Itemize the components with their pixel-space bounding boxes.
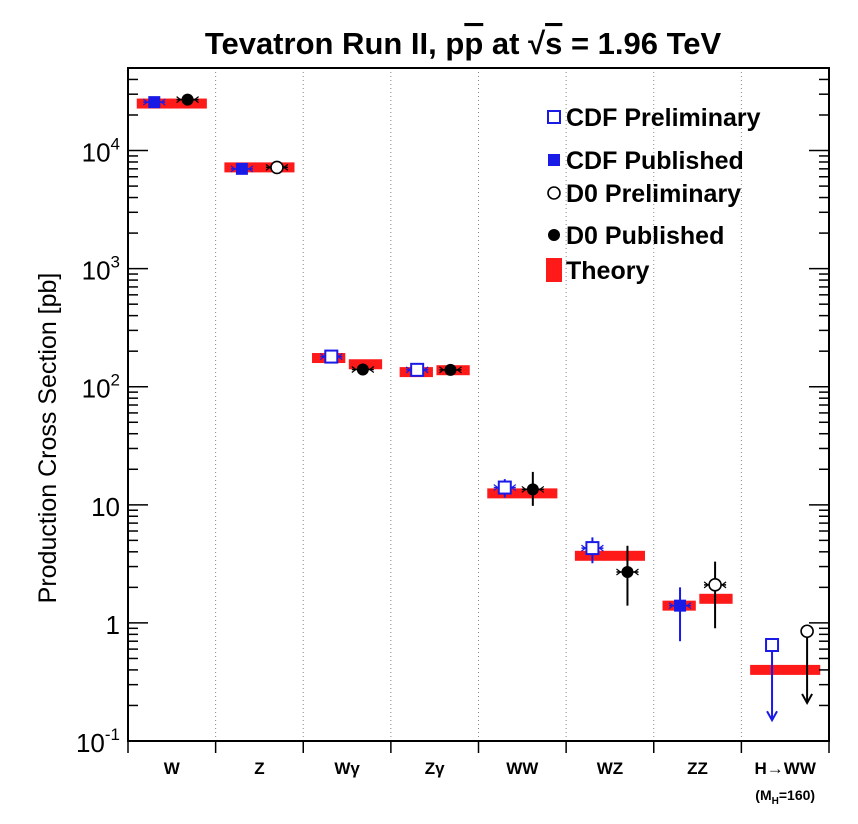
data-point — [356, 363, 369, 376]
data-point — [497, 480, 512, 495]
data-point — [235, 162, 248, 175]
error-bar-cap — [176, 96, 199, 104]
x-tick-label: H→WW — [755, 759, 817, 778]
data-point — [800, 624, 814, 639]
data-points — [142, 93, 814, 723]
error-bar-cap — [439, 366, 462, 374]
error-bar-cap — [230, 165, 254, 173]
data-point — [621, 565, 634, 578]
theory-bar — [487, 488, 558, 499]
data-point — [181, 93, 194, 106]
x-tick-label: Zγ — [425, 759, 445, 778]
data-point — [148, 96, 161, 109]
error-bar-cap — [703, 581, 727, 589]
y-tick-label: 103 — [82, 253, 120, 286]
legend-marker — [548, 229, 560, 241]
error-bar-cap — [351, 365, 375, 373]
legend-label: CDF Preliminary — [566, 104, 761, 132]
category-separators — [215, 68, 742, 741]
x-tick-label: ZZ — [687, 759, 708, 778]
data-point — [324, 349, 339, 364]
upper-limit-arrow — [766, 710, 778, 723]
legend-label: Theory — [566, 257, 649, 285]
x-tick-sublabel: (MH=160) — [755, 787, 815, 807]
x-tick-label: Wγ — [334, 759, 360, 778]
y-tick-label: 102 — [82, 371, 120, 404]
data-point — [444, 363, 457, 376]
data-point — [526, 483, 539, 496]
legend-marker — [547, 110, 561, 124]
x-tick-label: Z — [254, 759, 264, 778]
error-bar-cap — [521, 485, 545, 493]
error-bar-cap — [142, 98, 166, 106]
sqrt-symbol: √ — [528, 26, 546, 61]
theory-bar — [136, 98, 207, 109]
theory-bar — [224, 162, 295, 173]
error-bar-cap — [668, 602, 692, 610]
error-bar-cap — [265, 163, 289, 171]
data-point — [270, 160, 284, 175]
data-point — [765, 638, 780, 653]
data-point — [708, 578, 722, 592]
legend: CDF Preliminary CDF Published D0 Prelimina… — [546, 104, 761, 285]
y-tick-label: 10 — [91, 492, 120, 522]
x-tick-label: WZ — [597, 759, 623, 778]
chart-title: Tevatron Run II, pp at √s = 1.96 TeV — [205, 26, 722, 61]
legend-label: D0 Published — [566, 222, 724, 250]
data-point — [410, 362, 425, 377]
legend-label: CDF Published — [566, 147, 744, 175]
data-point — [674, 599, 687, 612]
y-tick-label: 10-1 — [76, 725, 120, 758]
y-tick-label: 104 — [82, 135, 120, 168]
data-point — [585, 541, 600, 556]
legend-label: D0 Preliminary — [566, 180, 741, 208]
theory-bar — [574, 550, 645, 561]
x-tick-label: W — [164, 759, 181, 778]
legend-marker — [547, 186, 561, 200]
error-bar-cap — [616, 568, 639, 576]
y-axis-label: Production Cross Section [pb] — [34, 273, 62, 604]
y-tick-label: 1 — [106, 610, 120, 640]
upper-limit-arrow — [801, 693, 813, 706]
legend-marker — [548, 154, 560, 166]
legend-marker — [546, 258, 562, 282]
x-tick-label: WW — [506, 759, 539, 778]
pbar-symbol: p — [464, 26, 483, 61]
theory-bar — [750, 664, 821, 675]
